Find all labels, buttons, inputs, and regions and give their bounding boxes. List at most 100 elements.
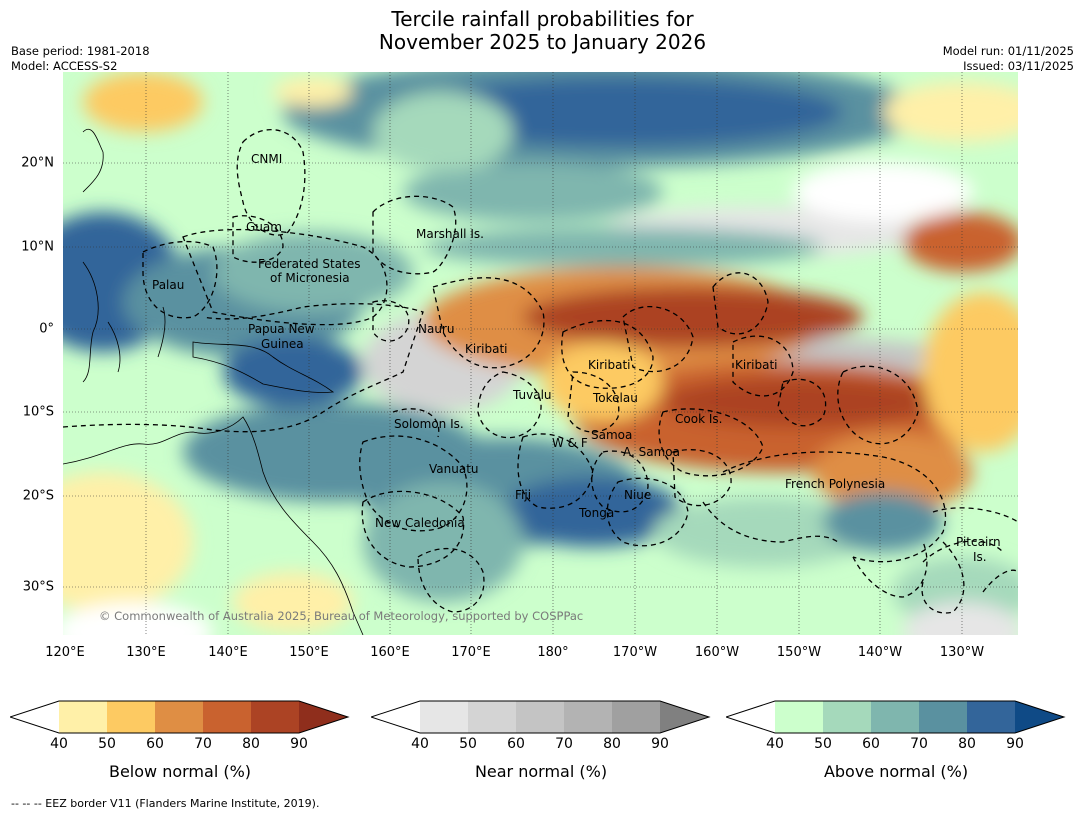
lon-label-160e: 160°E — [370, 645, 410, 660]
cb-above-tick-70: 70 — [910, 736, 928, 752]
label-new-caledonia: New Caledonia — [375, 516, 465, 530]
cb-near-tick-90: 90 — [651, 736, 669, 752]
lon-label-120e: 120°E — [45, 645, 85, 660]
cb-below-seg-4 — [203, 701, 251, 733]
map-title: Tercile rainfall probabilities for Novem… — [0, 8, 1085, 54]
colorbar-above-normal — [726, 700, 1066, 734]
lon-label-150e: 150°E — [289, 645, 329, 660]
rainfall-probability-map: CNMI Guam Marshall Is. Federated States … — [63, 72, 1018, 635]
eez-footnote: -- -- -- EEZ border V11 (Flanders Marine… — [11, 797, 320, 810]
cb-below-tick-50: 50 — [98, 736, 116, 752]
lon-label-170w: 170°W — [612, 645, 658, 660]
cb-above-tick-90: 90 — [1006, 736, 1024, 752]
cb-below-tick-90: 90 — [290, 736, 308, 752]
lon-label-140w: 140°W — [857, 645, 903, 660]
label-png-line2: Guinea — [261, 337, 304, 351]
label-fsm-line1: Federated States — [258, 257, 360, 271]
cb-near-seg-3 — [516, 701, 564, 733]
label-cook-is: Cook Is. — [675, 412, 722, 426]
lat-label-20n: 20°N — [21, 155, 54, 171]
label-png-line1: Papua New — [248, 322, 315, 336]
cb-below-tick-70: 70 — [194, 736, 212, 752]
cb-near-tick-70: 70 — [555, 736, 573, 752]
label-american-samoa: A. Samoa — [623, 445, 680, 459]
label-fiji: Fiji — [515, 488, 531, 502]
cb-near-seg-4 — [564, 701, 612, 733]
label-pitcairn-line2: Is. — [973, 550, 987, 564]
cb-above-tick-50: 50 — [814, 736, 832, 752]
coastlines — [63, 129, 364, 635]
cb-below-seg-0 — [10, 701, 59, 733]
graticule — [63, 72, 1018, 635]
colorbar-below-title: Below normal (%) — [108, 762, 252, 781]
cb-above-seg-6 — [1015, 701, 1064, 733]
meta-left: Base period: 1981-2018 Model: ACCESS-S2 — [11, 44, 150, 74]
lon-label-170e: 170°E — [451, 645, 491, 660]
label-cnmi: CNMI — [251, 152, 282, 166]
lon-label-160w: 160°W — [694, 645, 740, 660]
lon-label-130w: 130°W — [939, 645, 985, 660]
cb-above-seg-5 — [967, 701, 1015, 733]
cb-above-seg-4 — [919, 701, 967, 733]
cb-near-tick-50: 50 — [459, 736, 477, 752]
lat-label-10s: 10°S — [22, 404, 54, 420]
colorbar-near-normal — [371, 700, 711, 734]
label-tokelau: Tokelau — [592, 391, 638, 405]
cb-near-tick-40: 40 — [411, 736, 429, 752]
cb-near-seg-6 — [660, 701, 709, 733]
cb-above-seg-0 — [726, 701, 775, 733]
title-line-2: November 2025 to January 2026 — [378, 30, 707, 54]
cb-above-tick-80: 80 — [958, 736, 976, 752]
label-palau: Palau — [152, 278, 184, 292]
cb-below-seg-2 — [107, 701, 155, 733]
cb-above-seg-1 — [775, 701, 823, 733]
lat-label-10n: 10°N — [21, 239, 54, 255]
label-wallis-futuna: W & F — [552, 436, 588, 450]
cb-above-tick-40: 40 — [766, 736, 784, 752]
label-french-polynesia: French Polynesia — [785, 477, 885, 491]
cb-below-tick-40: 40 — [50, 736, 68, 752]
label-pitcairn-line1: Pitcairn — [956, 535, 1001, 549]
lon-label-130e: 130°E — [126, 645, 166, 660]
lat-label-0: 0° — [39, 321, 54, 337]
cb-above-seg-2 — [823, 701, 871, 733]
cb-below-tick-80: 80 — [242, 736, 260, 752]
cb-above-seg-3 — [871, 701, 919, 733]
cb-above-tick-60: 60 — [862, 736, 880, 752]
label-vanuatu: Vanuatu — [429, 462, 479, 476]
label-kiribati-east: Kiribati — [735, 358, 777, 372]
lat-label-30s: 30°S — [22, 579, 54, 595]
colorbar-above-title: Above normal (%) — [823, 762, 969, 781]
lon-label-180: 180° — [537, 645, 569, 660]
cb-below-seg-5 — [251, 701, 299, 733]
lon-label-150w: 150°W — [776, 645, 822, 660]
title-line-1: Tercile rainfall probabilities for — [391, 7, 694, 31]
map-svg: CNMI Guam Marshall Is. Federated States … — [63, 72, 1018, 635]
label-kiribati-central: Kiribati — [588, 358, 630, 372]
cb-below-tick-60: 60 — [146, 736, 164, 752]
label-kiribati-west: Kiribati — [465, 342, 507, 356]
copyright-notice: © Commonwealth of Australia 2025, Bureau… — [99, 609, 583, 623]
cb-near-seg-2 — [468, 701, 516, 733]
label-marshall-is: Marshall Is. — [416, 227, 484, 241]
cb-below-seg-6 — [299, 701, 348, 733]
eez-borders — [63, 129, 1018, 614]
region-labels: CNMI Guam Marshall Is. Federated States … — [152, 152, 1001, 564]
model-name: Model: ACCESS-S2 — [11, 59, 118, 73]
cb-near-tick-60: 60 — [507, 736, 525, 752]
probability-field — [63, 72, 1018, 635]
label-guam: Guam — [246, 220, 282, 234]
cb-near-seg-0 — [371, 701, 420, 733]
cb-below-seg-1 — [59, 701, 107, 733]
label-niue: Niue — [624, 488, 651, 502]
issued-date: Issued: 03/11/2025 — [963, 59, 1074, 73]
cb-below-seg-3 — [155, 701, 203, 733]
lat-label-20s: 20°S — [22, 488, 54, 504]
model-run: Model run: 01/11/2025 — [942, 44, 1074, 58]
label-samoa: Samoa — [591, 428, 632, 442]
label-nauru: Nauru — [418, 322, 454, 336]
lon-label-140e: 140°E — [208, 645, 248, 660]
label-fsm-line2: of Micronesia — [270, 271, 350, 285]
colorbar-near-title: Near normal (%) — [474, 762, 608, 781]
meta-right: Model run: 01/11/2025 Issued: 03/11/2025 — [943, 44, 1074, 74]
